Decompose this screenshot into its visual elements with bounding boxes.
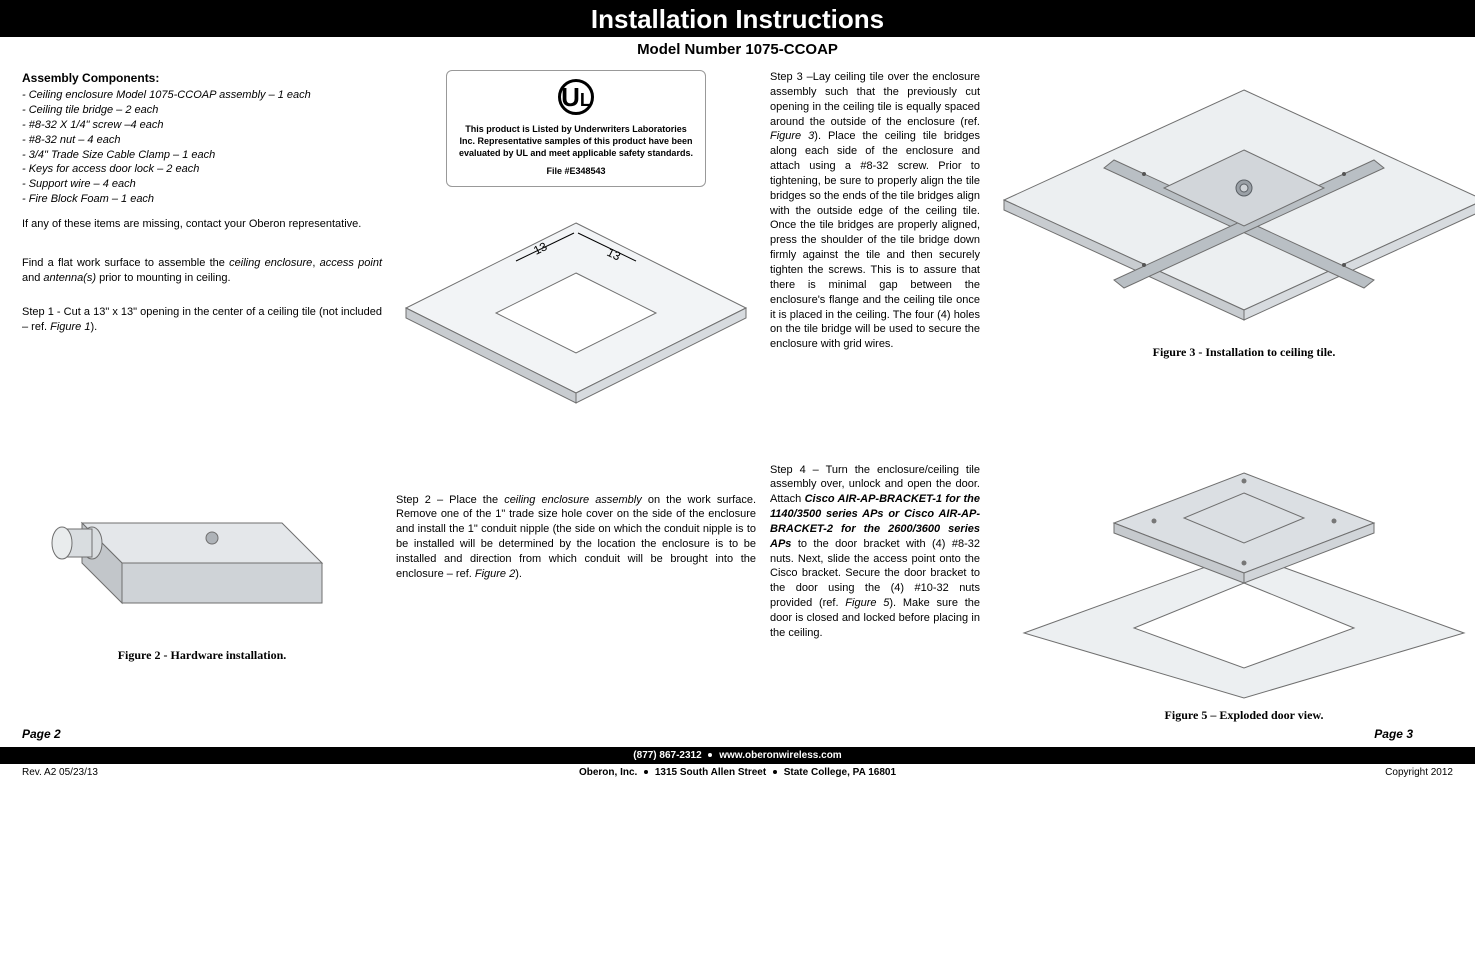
components-list: - Ceiling enclosure Model 1075-CCOAP ass… — [22, 88, 382, 207]
text: ). — [515, 568, 522, 580]
text-italic: ceiling enclosure assembly — [504, 494, 642, 506]
page-title: Installation Instructions — [0, 4, 1475, 35]
find-paragraph: Find a flat work surface to assemble the… — [22, 256, 382, 286]
ul-text: This product is Listed by Underwriters L… — [457, 123, 695, 159]
missing-note: If any of these items are missing, conta… — [22, 217, 382, 232]
footer-rev: Rev. A2 05/23/13 — [22, 767, 579, 778]
text: on the work surface. Remove one of the 1… — [396, 494, 756, 580]
text-italic: Figure 2 — [475, 568, 515, 580]
figure-2-caption: Figure 2 - Hardware installation. — [22, 647, 382, 663]
component-item: - Fire Block Foam – 1 each — [22, 192, 382, 207]
bullet-icon — [644, 770, 648, 774]
col-step4: Step 4 – Turn the enclosure/ceiling tile… — [770, 443, 980, 723]
content-grid-row2: Figure 2 - Hardware installation. Step 2… — [0, 443, 1475, 723]
bullet-icon — [708, 753, 712, 757]
subtitle: Model Number 1075-CCOAP — [0, 37, 1475, 70]
page-3-label: Page 3 — [738, 727, 1454, 741]
step3-paragraph: Step 3 –Lay ceiling tile over the enclos… — [770, 70, 980, 352]
title-bar: Installation Instructions — [0, 0, 1475, 37]
text: and — [22, 272, 43, 284]
component-item: - #8-32 nut – 4 each — [22, 133, 382, 148]
figure-2: Figure 2 - Hardware installation. — [22, 443, 382, 663]
figure-5-caption: Figure 5 – Exploded door view. — [994, 707, 1475, 723]
text-italic: ceiling enclosure — [229, 257, 312, 269]
footer-copyright: Copyright 2012 — [896, 767, 1453, 778]
component-item: - Support wire – 4 each — [22, 177, 382, 192]
bullet-icon — [773, 770, 777, 774]
footer-phone: (877) 867-2312 — [633, 750, 701, 761]
text: Find a flat work surface to assemble the — [22, 257, 229, 269]
text-italic: Figure 3 — [770, 130, 814, 142]
footer-line2: Rev. A2 05/23/13 Oberon, Inc. 1315 South… — [0, 764, 1475, 781]
col-assembly: Assembly Components: - Ceiling enclosure… — [22, 70, 382, 433]
text: prior to mounting in ceiling. — [96, 272, 231, 284]
text-italic: Figure 1 — [50, 321, 90, 333]
page-numbers: Page 2 Page 3 — [0, 723, 1475, 747]
text: , — [312, 257, 319, 269]
step2-paragraph: Step 2 – Place the ceiling enclosure ass… — [396, 493, 756, 582]
text: Step 3 –Lay ceiling tile over the enclos… — [770, 71, 980, 128]
figure-2-svg — [22, 443, 382, 643]
figure-3-svg — [994, 70, 1475, 340]
col-figure2: Figure 2 - Hardware installation. — [22, 443, 382, 723]
footer-url: www.oberonwireless.com — [719, 750, 841, 761]
assembly-heading: Assembly Components: — [22, 70, 382, 86]
figure-5-svg — [994, 443, 1475, 703]
text-italic: antenna(s) — [43, 272, 96, 284]
figure-3: Figure 3 - Installation to ceiling tile. — [994, 70, 1475, 360]
component-item: - #8-32 X 1/4" screw –4 each — [22, 118, 382, 133]
component-item: - Ceiling tile bridge – 2 each — [22, 103, 382, 118]
text: 1315 South Allen Street — [655, 767, 766, 778]
step1-paragraph: Step 1 - Cut a 13" x 13" opening in the … — [22, 305, 382, 335]
component-item: - Keys for access door lock – 2 each — [22, 162, 382, 177]
text-italic: access point — [320, 257, 382, 269]
footer-address: Oberon, Inc. 1315 South Allen Street Sta… — [579, 767, 896, 778]
ul-certification-box: UL This product is Listed by Underwriter… — [446, 70, 706, 187]
component-item: - 3/4" Trade Size Cable Clamp – 1 each — [22, 148, 382, 163]
footer-bar: (877) 867-2312 www.oberonwireless.com — [0, 747, 1475, 764]
text: State College, PA 16801 — [784, 767, 896, 778]
figure-3-caption: Figure 3 - Installation to ceiling tile. — [994, 344, 1475, 360]
col-step2: Step 2 – Place the ceiling enclosure ass… — [396, 463, 756, 723]
col-steps-right: Step 3 –Lay ceiling tile over the enclos… — [770, 70, 980, 433]
figure-5: Figure 5 – Exploded door view. — [994, 443, 1475, 723]
text: ). — [90, 321, 97, 333]
col-figure5: Figure 5 – Exploded door view. — [994, 443, 1475, 723]
content-grid: Assembly Components: - Ceiling enclosure… — [0, 70, 1475, 443]
text: Step 2 – Place the — [396, 494, 504, 506]
component-item: - Ceiling enclosure Model 1075-CCOAP ass… — [22, 88, 382, 103]
text-italic: Figure 5 — [845, 597, 889, 609]
text: ). Place the ceiling tile bridges along … — [770, 130, 980, 350]
page-2-label: Page 2 — [22, 727, 738, 741]
col-figures-right: Figure 3 - Installation to ceiling tile. — [994, 70, 1475, 433]
ul-file: File #E348543 — [457, 165, 695, 177]
step4-paragraph: Step 4 – Turn the enclosure/ceiling tile… — [770, 463, 980, 641]
figure-1: 13 13 — [396, 203, 756, 433]
ul-logo-icon: UL — [558, 79, 594, 115]
text: Oberon, Inc. — [579, 767, 637, 778]
figure-1-svg: 13 13 — [396, 203, 756, 433]
col-figures-left: UL This product is Listed by Underwriter… — [396, 70, 756, 433]
